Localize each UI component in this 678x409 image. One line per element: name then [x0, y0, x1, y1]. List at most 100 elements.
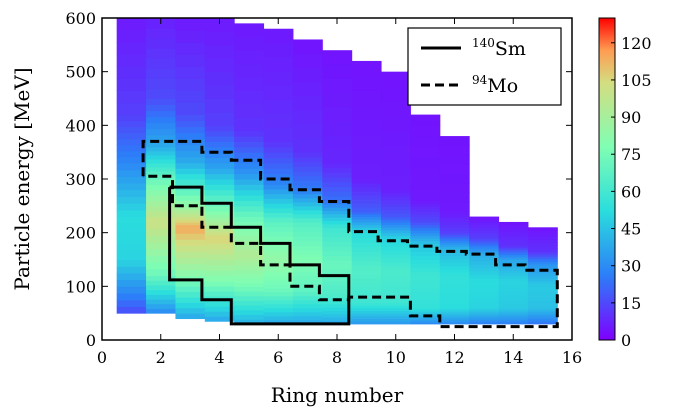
heatmap-cell — [381, 310, 411, 314]
heatmap-cell — [322, 241, 353, 247]
heatmap-cell — [439, 229, 470, 234]
heatmap-cell — [263, 198, 294, 204]
heatmap-cell — [527, 283, 558, 287]
heatmap-cell — [175, 66, 206, 79]
heatmap-cell — [175, 173, 206, 180]
heatmap-cell — [498, 291, 529, 295]
heatmap-cell — [175, 219, 206, 223]
heatmap-cell — [146, 195, 176, 201]
heatmap-cell — [527, 239, 558, 243]
heatmap-cell — [527, 286, 558, 290]
heatmap-cell — [116, 259, 147, 267]
heatmap-cell — [351, 286, 382, 291]
heatmap-cell — [322, 172, 353, 178]
heatmap-cell — [381, 313, 411, 317]
heatmap-cell — [116, 266, 147, 274]
heatmap-cell — [527, 236, 558, 240]
heatmap-cell — [175, 280, 206, 287]
heatmap-cell — [410, 146, 441, 159]
heatmap-cell — [351, 105, 382, 121]
heatmap-cell — [527, 299, 558, 303]
heatmap-cell — [439, 246, 470, 250]
heatmap-cell — [527, 245, 558, 249]
heatmap-cell — [204, 243, 235, 250]
heatmap-cell — [146, 98, 176, 106]
heatmap-cell — [116, 126, 147, 134]
legend-box — [407, 27, 562, 106]
heatmap-cell — [146, 78, 176, 89]
heatmap-cell — [498, 311, 529, 315]
heatmap-cell — [292, 67, 323, 83]
heatmap-cell — [381, 282, 411, 287]
heatmap-cell — [146, 280, 176, 286]
heatmap-cell — [469, 270, 500, 275]
heatmap-cell — [234, 274, 265, 279]
heatmap-cell — [263, 303, 294, 309]
heatmap-cell — [439, 192, 470, 203]
heatmap-cell — [439, 307, 470, 311]
heatmap-cell — [322, 195, 353, 201]
heatmap-cell — [469, 246, 500, 249]
heatmap-cell — [469, 227, 500, 231]
heatmap-cell — [351, 187, 382, 192]
heatmap-cell — [381, 189, 411, 194]
heatmap-cell — [263, 212, 294, 218]
heatmap-cell — [381, 160, 411, 176]
heatmap-cell — [410, 255, 441, 260]
heatmap-cell — [234, 319, 265, 325]
heatmap-cell — [381, 262, 411, 267]
heatmap-cell — [439, 154, 470, 165]
heatmap-cell — [263, 267, 294, 273]
heatmap-cell — [263, 299, 294, 305]
heatmap-cell — [234, 117, 265, 132]
heatmap-cell — [322, 300, 353, 305]
heatmap-cell — [175, 168, 206, 175]
y-tick-label: 600 — [65, 9, 96, 28]
heatmap-cell — [351, 221, 382, 226]
heatmap-cell — [527, 254, 558, 257]
heatmap-cell — [351, 229, 382, 234]
heatmap-cell — [146, 211, 176, 218]
heatmap-cell — [381, 227, 411, 231]
heatmap-cell — [234, 146, 265, 153]
heatmap-cell — [439, 244, 470, 248]
heatmap-cell — [469, 301, 500, 305]
heatmap-cell — [204, 58, 235, 73]
heatmap-cell — [322, 280, 353, 286]
heatmap-cell — [175, 138, 206, 146]
heatmap-cell — [498, 237, 529, 241]
heatmap-cell — [234, 152, 265, 159]
heatmap-cell — [527, 275, 558, 279]
heatmap-cell — [527, 227, 558, 231]
heatmap-cell — [234, 23, 265, 38]
heatmap-cell — [292, 267, 323, 273]
heatmap-cell — [175, 205, 206, 210]
heatmap-cell — [263, 259, 294, 265]
heatmap-cell — [146, 162, 176, 168]
heatmap-cell — [498, 240, 529, 244]
heatmap-cell — [263, 162, 294, 169]
heatmap-cell — [439, 227, 470, 231]
heatmap-cell — [527, 272, 558, 277]
x-axis-label: Ring number — [271, 383, 404, 407]
x-tick-label: 4 — [214, 348, 224, 367]
heatmap-cell — [439, 221, 470, 226]
heatmap-cell — [498, 227, 529, 232]
heatmap-cell — [146, 242, 176, 250]
heatmap-cell — [498, 287, 529, 292]
heatmap-cell — [263, 287, 294, 293]
heatmap-cell — [116, 150, 147, 158]
heatmap-cell — [469, 309, 500, 313]
heatmap-cell — [410, 303, 441, 309]
heatmap-cell — [116, 120, 147, 128]
heatmap-cell — [263, 168, 294, 175]
x-tick-label: 14 — [503, 348, 523, 367]
heatmap-cell — [204, 285, 235, 292]
heatmap-cell — [381, 305, 411, 309]
heatmap-cell — [116, 144, 147, 152]
heatmap-cell — [116, 78, 147, 91]
heatmap-cell — [381, 213, 411, 218]
heatmap-cell — [410, 291, 441, 297]
heatmap-cell — [381, 235, 411, 239]
heatmap-cell — [146, 158, 176, 164]
